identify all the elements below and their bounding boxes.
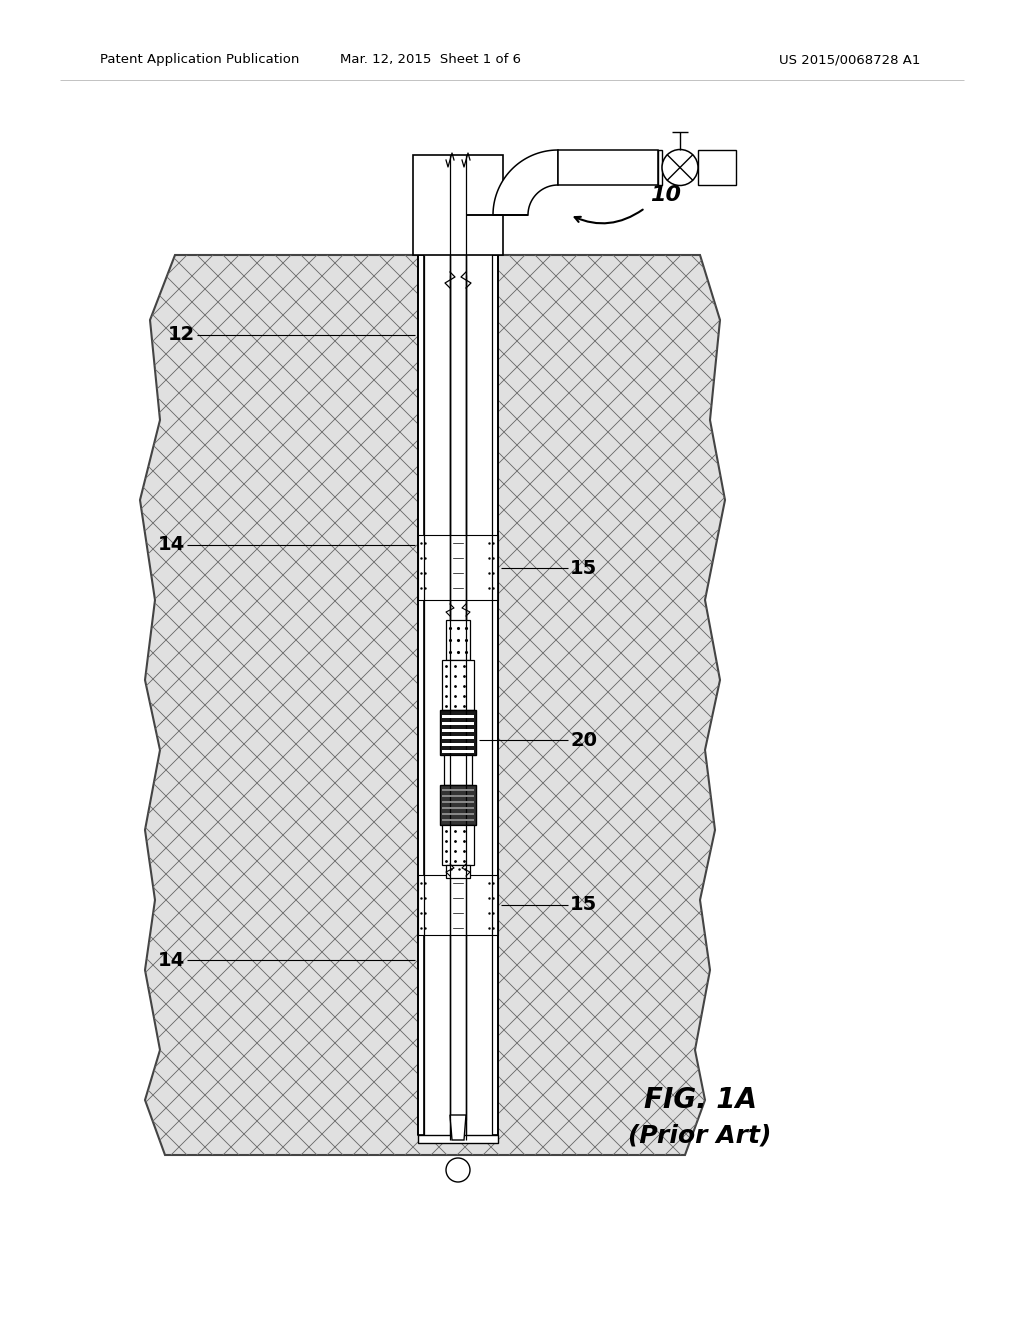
Bar: [418, 255, 424, 1135]
Bar: [698, 150, 736, 185]
Bar: [442, 729, 474, 731]
Bar: [442, 789, 474, 791]
Polygon shape: [493, 150, 558, 215]
Bar: [442, 807, 474, 809]
Bar: [442, 722, 474, 725]
Bar: [442, 750, 474, 752]
Bar: [442, 825, 474, 865]
Bar: [418, 875, 498, 935]
Bar: [492, 255, 498, 1135]
Text: Mar. 12, 2015  Sheet 1 of 6: Mar. 12, 2015 Sheet 1 of 6: [340, 54, 520, 66]
Bar: [442, 743, 474, 746]
Bar: [440, 710, 476, 755]
Circle shape: [662, 149, 698, 186]
Text: Patent Application Publication: Patent Application Publication: [100, 54, 299, 66]
Text: US 2015/0068728 A1: US 2015/0068728 A1: [779, 54, 921, 66]
Text: 14: 14: [158, 536, 185, 554]
Bar: [413, 154, 503, 255]
Polygon shape: [450, 1115, 466, 1140]
Bar: [442, 660, 474, 710]
Bar: [558, 150, 658, 185]
Text: 15: 15: [570, 895, 597, 915]
Bar: [418, 255, 498, 1135]
Bar: [444, 755, 472, 785]
Bar: [658, 150, 662, 185]
Bar: [442, 715, 474, 718]
Bar: [424, 255, 492, 1135]
Text: 12: 12: [168, 326, 195, 345]
Bar: [442, 737, 474, 738]
Text: 14: 14: [158, 950, 185, 969]
Text: 20: 20: [570, 730, 597, 750]
Bar: [446, 865, 470, 878]
Polygon shape: [140, 255, 725, 1155]
Bar: [450, 255, 466, 1140]
Bar: [440, 785, 476, 825]
Text: (Prior Art): (Prior Art): [629, 1123, 772, 1147]
Bar: [418, 1135, 498, 1143]
Bar: [442, 801, 474, 803]
Text: 15: 15: [570, 558, 597, 578]
Bar: [446, 620, 470, 660]
Bar: [418, 535, 498, 601]
Text: 10: 10: [650, 185, 681, 205]
Text: FIG. 1A: FIG. 1A: [643, 1086, 757, 1114]
Bar: [442, 813, 474, 814]
Circle shape: [446, 1158, 470, 1181]
Bar: [493, 215, 528, 240]
Bar: [442, 818, 474, 821]
Bar: [442, 795, 474, 797]
